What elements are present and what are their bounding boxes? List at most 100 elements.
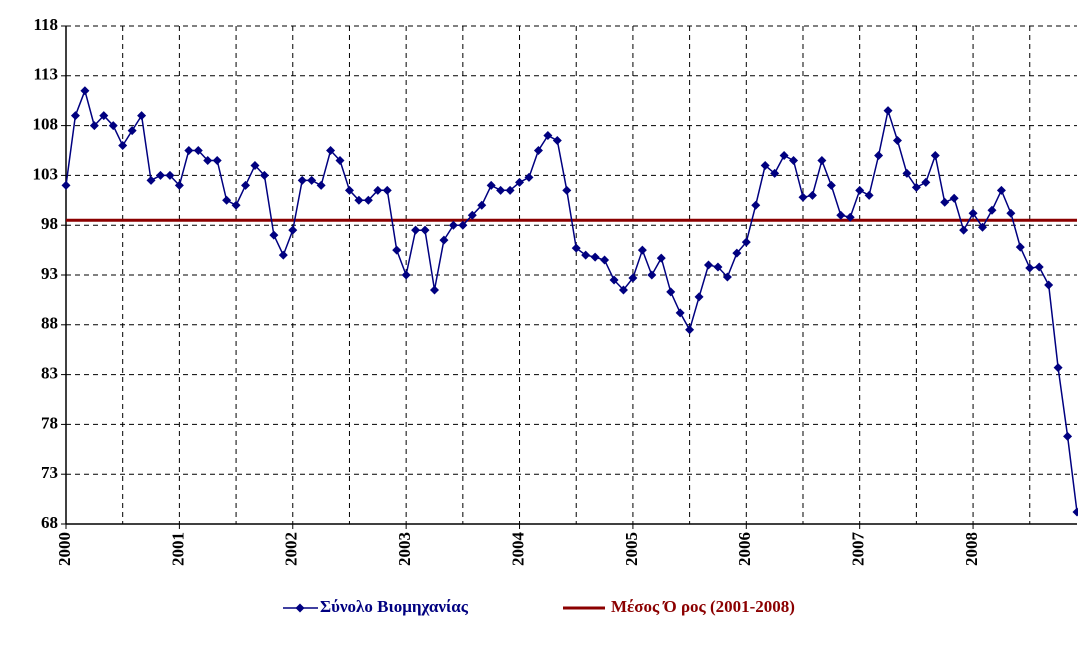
- x-tick-label: 2005: [622, 532, 641, 566]
- data-point: [959, 225, 969, 235]
- data-point: [496, 185, 506, 195]
- data-point: [118, 141, 128, 151]
- data-point: [618, 285, 628, 295]
- data-point: [883, 106, 893, 116]
- data-point: [137, 111, 147, 121]
- data-point: [600, 255, 610, 265]
- data-point: [505, 185, 515, 195]
- y-tick-label: 88: [41, 314, 58, 333]
- data-point: [855, 185, 865, 195]
- y-tick-label: 68: [41, 513, 58, 532]
- data-point: [637, 245, 647, 255]
- data-point: [326, 146, 336, 155]
- legend-label: Μέσος Ό ρος (2001-2008): [611, 597, 795, 616]
- data-point: [222, 195, 232, 205]
- data-point: [609, 275, 619, 285]
- data-point: [155, 170, 165, 180]
- data-point: [297, 175, 307, 185]
- data-point: [278, 250, 288, 260]
- data-point: [524, 172, 534, 182]
- data-point: [722, 272, 732, 282]
- data-point: [1034, 262, 1044, 272]
- data-point: [902, 168, 912, 178]
- data-point: [203, 155, 213, 165]
- data-point: [1006, 208, 1016, 218]
- data-point: [401, 270, 411, 280]
- data-point: [108, 121, 118, 131]
- data-point: [467, 210, 477, 220]
- data-point: [373, 185, 383, 195]
- data-point: [165, 170, 175, 180]
- data-point: [552, 136, 562, 146]
- y-tick-label: 108: [33, 115, 59, 134]
- data-point: [581, 250, 591, 260]
- data-point: [477, 200, 487, 210]
- data-point: [354, 195, 364, 205]
- data-point: [241, 180, 251, 190]
- data-point: [874, 150, 884, 160]
- x-tick-label: 2006: [735, 532, 754, 566]
- data-point: [89, 121, 99, 131]
- y-tick-label: 83: [41, 364, 58, 383]
- data-point: [666, 287, 676, 297]
- data-point: [968, 208, 978, 218]
- data-point: [335, 155, 345, 165]
- data-point: [382, 185, 392, 195]
- data-point: [704, 260, 714, 270]
- data-point: [420, 225, 430, 235]
- data-point: [70, 111, 80, 121]
- data-point: [798, 192, 808, 202]
- data-point: [817, 155, 827, 165]
- x-tick-label: 2007: [849, 532, 868, 567]
- data-point: [562, 185, 572, 195]
- data-point: [807, 190, 817, 200]
- data-point: [760, 160, 770, 170]
- x-tick-label: 2001: [168, 532, 187, 566]
- data-point: [61, 180, 71, 190]
- data-point: [231, 200, 241, 210]
- data-point: [429, 285, 439, 295]
- legend-marker: [295, 603, 305, 613]
- data-point: [978, 222, 988, 232]
- series-line: [65, 88, 1078, 513]
- data-point: [448, 220, 458, 230]
- data-point: [590, 252, 600, 262]
- data-point: [751, 200, 761, 210]
- data-point: [713, 262, 723, 272]
- data-point: [826, 180, 836, 190]
- x-tick-label: 2008: [962, 532, 981, 566]
- data-point: [741, 237, 751, 247]
- x-tick-label: 2003: [395, 532, 414, 566]
- data-point: [1015, 242, 1025, 252]
- x-tick-label: 2002: [282, 532, 301, 566]
- data-point: [987, 205, 997, 215]
- data-point: [892, 136, 902, 146]
- data-point: [921, 177, 931, 187]
- data-point: [515, 177, 525, 187]
- y-tick-label: 103: [33, 164, 59, 183]
- data-point: [533, 146, 543, 155]
- data-point: [1025, 263, 1035, 273]
- data-point: [146, 175, 156, 185]
- data-point: [571, 243, 581, 253]
- data-point: [174, 180, 184, 190]
- data-point: [127, 126, 137, 136]
- data-point: [949, 193, 959, 203]
- data-point: [996, 185, 1006, 195]
- y-tick-label: 93: [41, 264, 58, 283]
- data-point: [732, 248, 742, 258]
- data-point: [288, 225, 298, 235]
- y-tick-label: 113: [33, 65, 58, 84]
- data-point: [940, 197, 950, 207]
- data-point: [1072, 507, 1078, 517]
- data-point: [845, 212, 855, 222]
- data-point: [316, 180, 326, 190]
- data-point: [836, 210, 846, 220]
- data-point: [269, 230, 279, 240]
- data-point: [656, 253, 666, 263]
- data-point: [675, 308, 685, 318]
- data-point: [1063, 431, 1073, 441]
- data-point: [864, 190, 874, 200]
- data-point: [911, 182, 921, 192]
